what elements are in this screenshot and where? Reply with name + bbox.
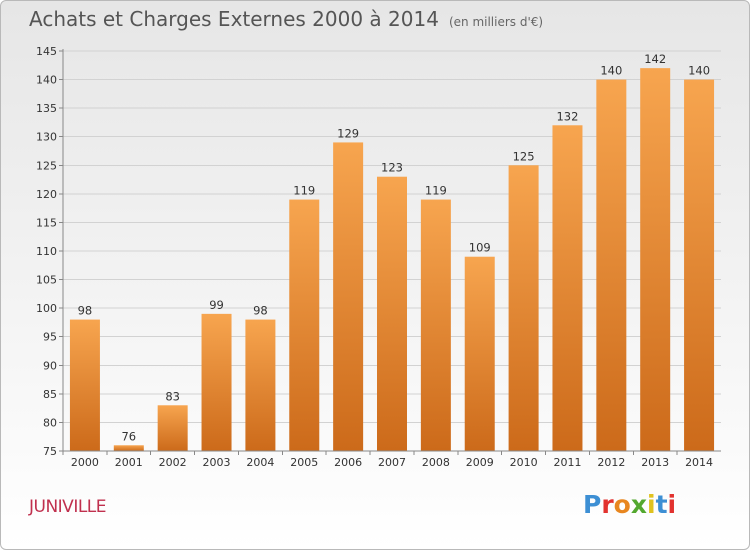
value-label-2010: 125: [513, 149, 535, 163]
y-tick-label: 130: [36, 131, 57, 144]
bar-2000: [69, 319, 100, 451]
value-label-2006: 129: [337, 126, 359, 140]
x-tick-label-2014: 2014: [685, 456, 713, 469]
logo-letter: i: [667, 490, 677, 519]
x-tick-label-2006: 2006: [334, 456, 362, 469]
x-tick-label-2002: 2002: [159, 456, 187, 469]
title-text: Achats et Charges Externes 2000 à 2014: [29, 7, 439, 31]
bars: 98 76 83 99 98 119 129 123 119 109 125 132 140 142 140: [69, 52, 715, 452]
bar-2007: [377, 176, 407, 451]
x-tick-label-2004: 2004: [246, 456, 274, 469]
proxiti-logo[interactable]: Proxiti: [583, 490, 676, 519]
x-tick-label-2005: 2005: [290, 456, 318, 469]
y-tick-label: 75: [43, 445, 57, 458]
y-tick-label: 85: [43, 388, 57, 401]
bar-2014: [684, 79, 715, 452]
bar-2002: [157, 405, 188, 451]
bar-2010: [508, 165, 539, 452]
value-label-2009: 109: [469, 241, 491, 255]
y-tick-label: 140: [36, 74, 57, 87]
value-label-2008: 119: [425, 184, 447, 198]
logo-letter: t: [655, 490, 668, 519]
bar-2013: [640, 68, 671, 452]
x-tick-label-2001: 2001: [115, 456, 143, 469]
value-label-2013: 142: [644, 52, 666, 66]
y-tick-label: 125: [36, 159, 57, 172]
town-name: JUNIVILLE: [29, 497, 107, 517]
y-tick-label: 90: [43, 359, 57, 372]
bar-2001: [113, 445, 144, 451]
unit-label: (en milliers d'€): [448, 15, 544, 29]
bar-2009: [464, 256, 495, 451]
x-tick-label-2011: 2011: [553, 456, 581, 469]
y-tick-label: 80: [43, 416, 57, 429]
bar-2011: [552, 125, 583, 452]
y-tick-label: 110: [36, 245, 57, 258]
logo-letter: P: [583, 490, 602, 519]
value-label-2000: 98: [78, 304, 93, 318]
y-tick-label: 145: [36, 45, 57, 58]
y-tick-label: 100: [36, 302, 57, 315]
bar-2004: [245, 319, 276, 451]
value-label-2004: 98: [253, 304, 268, 318]
value-label-2001: 76: [121, 429, 136, 443]
value-label-2014: 140: [688, 64, 710, 78]
value-label-2005: 119: [293, 184, 315, 198]
x-tick-label-2007: 2007: [378, 456, 406, 469]
bar-2005: [289, 199, 320, 451]
bar-2008: [420, 199, 451, 451]
y-tick-label: 105: [36, 274, 57, 287]
y-tick-label: 135: [36, 102, 57, 115]
y-tick-label: 95: [43, 331, 57, 344]
logo-letter: r: [601, 490, 614, 519]
chart-title: Achats et Charges Externes 2000 à 2014 (e…: [29, 7, 543, 31]
value-label-2011: 132: [556, 109, 578, 123]
x-tick-label-2000: 2000: [71, 456, 99, 469]
bar-2006: [333, 142, 364, 451]
x-tick-label-2003: 2003: [203, 456, 231, 469]
x-tick-label-2012: 2012: [597, 456, 625, 469]
x-tick-label-2008: 2008: [422, 456, 450, 469]
x-tick-label-2009: 2009: [466, 456, 494, 469]
x-tick-label-2010: 2010: [510, 456, 538, 469]
logo-letter: o: [613, 490, 631, 519]
x-axis: 2000 2001 2002 2003 2004 2005 2006 2007 2008 2009…: [62, 450, 721, 469]
y-tick-label: 120: [36, 188, 57, 201]
logo-letter: i: [647, 490, 656, 519]
bar-2012: [596, 79, 627, 452]
y-axis: 75 80 85 90 95 100 105 110 115 120 125 130 135 140 145: [36, 45, 64, 458]
value-label-2012: 140: [600, 64, 622, 78]
x-tick-label-2013: 2013: [641, 456, 669, 469]
logo-letter: x: [630, 490, 647, 519]
bar-2003: [201, 313, 232, 451]
value-label-2007: 123: [381, 161, 403, 175]
y-tick-label: 115: [36, 216, 57, 229]
value-label-2002: 83: [165, 389, 180, 403]
value-label-2003: 99: [209, 298, 224, 312]
